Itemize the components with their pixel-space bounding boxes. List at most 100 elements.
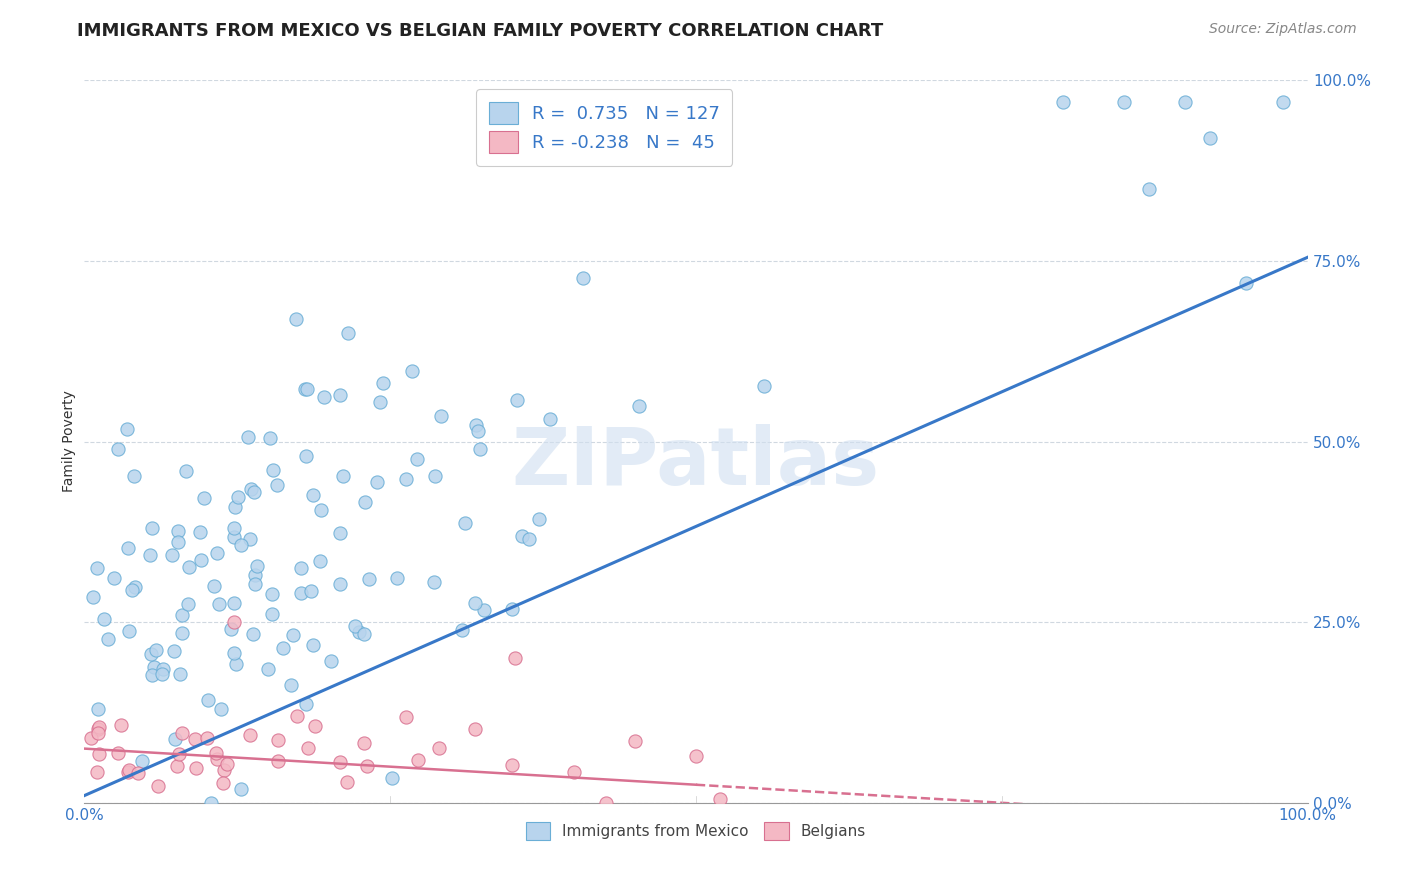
- Point: [86, 560, 108, 574]
- Point: [302, 638, 325, 652]
- Point: [167, 535, 190, 549]
- Point: [239, 728, 262, 742]
- Point: [209, 702, 232, 716]
- Point: [280, 678, 302, 692]
- Point: [222, 521, 245, 535]
- Point: [366, 475, 388, 489]
- Point: [267, 754, 290, 768]
- Point: [353, 736, 375, 750]
- Point: [328, 388, 350, 402]
- Point: [472, 603, 495, 617]
- Point: [152, 667, 174, 681]
- Point: [405, 452, 427, 467]
- Point: [152, 662, 174, 676]
- Point: [517, 533, 540, 547]
- Point: [395, 710, 418, 724]
- Point: [224, 646, 246, 660]
- Point: [177, 559, 200, 574]
- Point: [208, 597, 231, 611]
- Point: [243, 577, 266, 591]
- Point: [312, 390, 335, 404]
- Point: [290, 561, 312, 575]
- Point: [337, 326, 360, 340]
- Point: [160, 548, 183, 562]
- Point: [329, 755, 352, 769]
- Point: [82, 591, 104, 605]
- Point: [467, 425, 489, 439]
- Point: [271, 641, 294, 656]
- Point: [229, 538, 252, 552]
- Point: [502, 757, 524, 772]
- Point: [395, 471, 418, 485]
- Point: [624, 733, 647, 747]
- Point: [188, 524, 211, 539]
- Point: [284, 311, 307, 326]
- Point: [262, 587, 284, 601]
- Point: [163, 644, 186, 658]
- Point: [359, 573, 381, 587]
- Point: [214, 763, 236, 777]
- Point: [172, 607, 194, 622]
- Point: [117, 422, 139, 436]
- Point: [139, 647, 162, 661]
- Point: [124, 580, 146, 594]
- Point: [538, 412, 561, 426]
- Point: [165, 731, 187, 746]
- Point: [174, 464, 197, 478]
- Point: [510, 529, 533, 543]
- Point: [259, 432, 281, 446]
- Point: [246, 558, 269, 573]
- Point: [145, 643, 167, 657]
- Point: [118, 763, 141, 777]
- Point: [226, 490, 249, 504]
- Point: [239, 532, 262, 546]
- Point: [166, 759, 188, 773]
- Point: [80, 731, 103, 745]
- Point: [304, 719, 326, 733]
- Point: [267, 733, 290, 747]
- Point: [329, 525, 352, 540]
- Point: [242, 485, 264, 500]
- Point: [295, 382, 318, 396]
- Point: [195, 731, 218, 746]
- Point: [752, 379, 775, 393]
- Point: [1174, 95, 1197, 109]
- Point: [86, 722, 108, 736]
- Point: [170, 626, 193, 640]
- Point: [166, 524, 188, 538]
- Point: [107, 746, 129, 760]
- Point: [297, 741, 319, 756]
- Point: [709, 792, 731, 806]
- Point: [309, 503, 332, 517]
- Text: IMMIGRANTS FROM MEXICO VS BELGIAN FAMILY POVERTY CORRELATION CHART: IMMIGRANTS FROM MEXICO VS BELGIAN FAMILY…: [77, 22, 883, 40]
- Point: [177, 597, 200, 611]
- Point: [430, 409, 453, 424]
- Point: [222, 615, 245, 630]
- Point: [107, 442, 129, 456]
- Point: [356, 759, 378, 773]
- Point: [229, 781, 252, 796]
- Point: [427, 741, 450, 756]
- Point: [205, 751, 228, 765]
- Point: [332, 468, 354, 483]
- Point: [117, 765, 139, 780]
- Point: [465, 417, 488, 432]
- Point: [1052, 95, 1074, 109]
- Point: [197, 692, 219, 706]
- Point: [262, 607, 284, 621]
- Point: [319, 654, 342, 668]
- Point: [266, 478, 288, 492]
- Point: [89, 720, 111, 734]
- Point: [193, 491, 215, 506]
- Point: [86, 726, 108, 740]
- Point: [353, 495, 375, 509]
- Point: [1236, 276, 1258, 290]
- Point: [89, 747, 111, 762]
- Point: [141, 668, 163, 682]
- Point: [225, 657, 247, 672]
- Point: [308, 554, 330, 568]
- Point: [1114, 95, 1136, 109]
- Point: [256, 662, 278, 676]
- Point: [527, 512, 550, 526]
- Point: [406, 753, 429, 767]
